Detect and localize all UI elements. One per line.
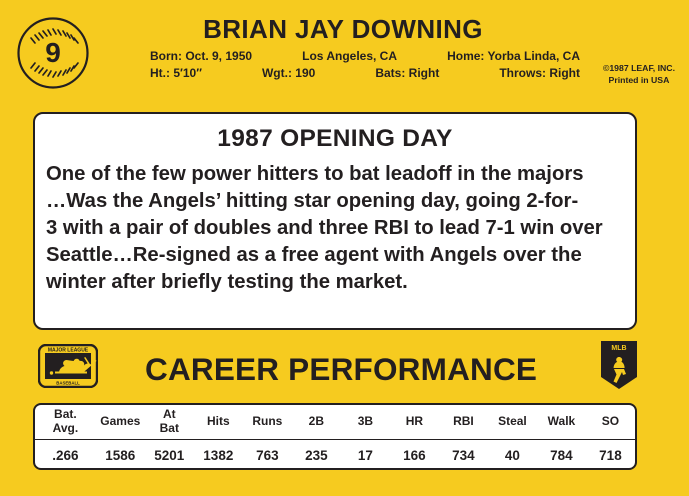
- svg-text:MAJOR LEAGUE: MAJOR LEAGUE: [48, 348, 89, 354]
- svg-text:BASEBALL: BASEBALL: [56, 381, 80, 386]
- svg-text:MLB: MLB: [611, 345, 626, 352]
